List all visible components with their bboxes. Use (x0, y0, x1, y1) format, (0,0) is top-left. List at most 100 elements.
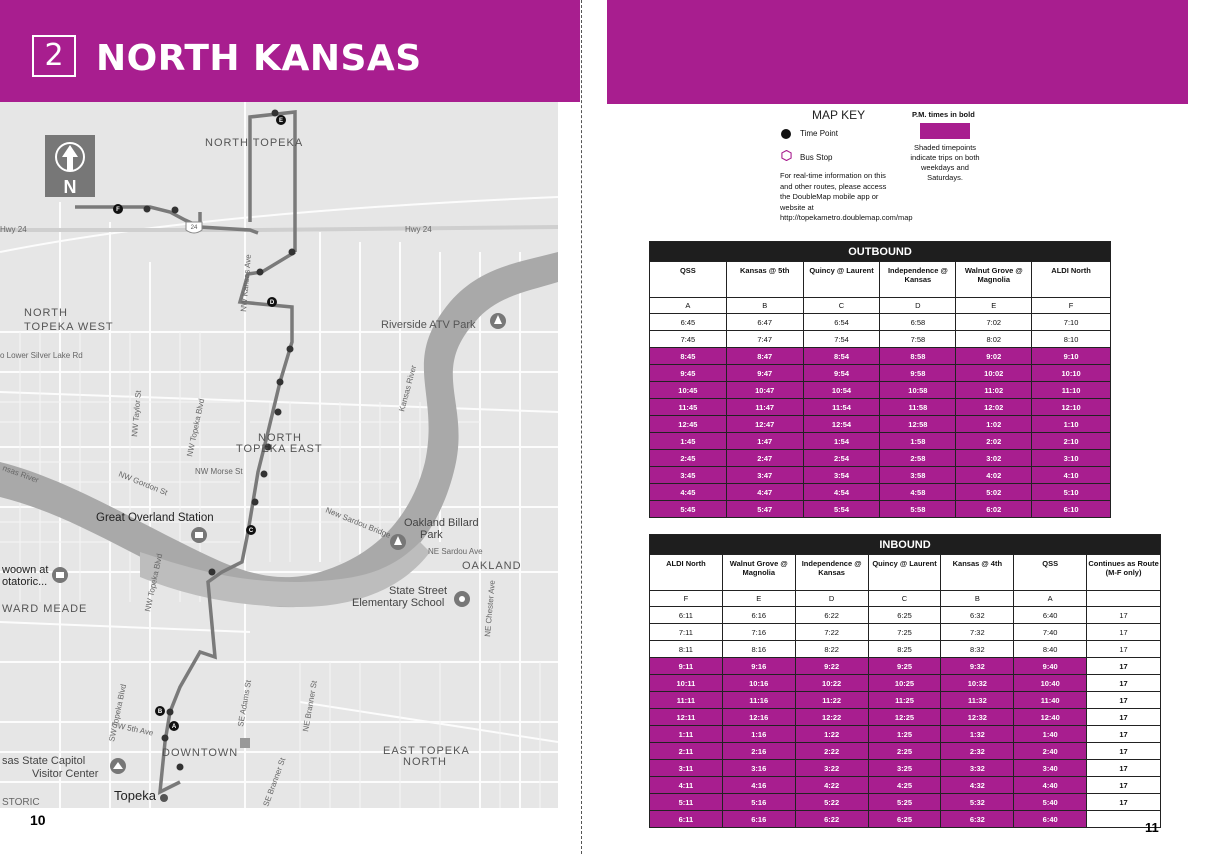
label-hwy24-right: Hwy 24 (405, 225, 432, 234)
north-label: N (64, 177, 77, 197)
inbound-header-6: Continues as Route (M-F only) (1086, 554, 1161, 591)
inbound-cell: 4:11 (649, 776, 723, 794)
inbound-cell: 10:25 (867, 674, 942, 692)
outbound-cell: 8:02 (955, 330, 1033, 348)
label-state-street-2: Elementary School (352, 597, 444, 609)
park-pin-icon (490, 313, 506, 329)
left-page: 2 NORTH KANSAS (0, 0, 580, 854)
inbound-cell: 5:32 (940, 793, 1015, 811)
outbound-cell: 1:58 (879, 432, 957, 450)
route-line (75, 110, 297, 795)
outbound-cell: 5:54 (802, 500, 881, 518)
inbound-cell: 7:32 (940, 623, 1015, 641)
route-banner: 2 NORTH KANSAS (0, 0, 580, 102)
outbound-cell: 3:58 (879, 466, 957, 484)
table-row: 7:11 7:16 7:22 7:25 7:32 7:40 17 (649, 623, 1161, 641)
outbound-letter-3: D (879, 297, 957, 314)
outbound-cell: 4:02 (955, 466, 1033, 484)
outbound-cell: 2:45 (649, 449, 727, 467)
outbound-cell: 10:47 (725, 381, 804, 399)
outbound-cell: 1:54 (802, 432, 881, 450)
inbound-cell: 1:22 (794, 725, 869, 743)
outbound-cell: 12:47 (725, 415, 804, 433)
inbound-cell: 6:22 (794, 606, 869, 624)
outbound-cell: 5:02 (955, 483, 1033, 501)
inbound-cell: 6:22 (794, 810, 869, 828)
table-row: 2:11 2:16 2:22 2:25 2:32 2:40 17 (649, 742, 1161, 760)
table-row: 9:45 9:47 9:54 9:58 10:02 10:10 (649, 364, 1111, 382)
hwy-shield-number: 24 (191, 225, 198, 231)
outbound-cell: 4:45 (649, 483, 727, 501)
label-north-topeka-east-2: TOPEKA EAST (236, 443, 323, 455)
table-row: 1:45 1:47 1:54 1:58 2:02 2:10 (649, 432, 1111, 450)
outbound-header-0: QSS (649, 261, 727, 298)
outbound-cell: 5:45 (649, 500, 727, 518)
table-row: 8:45 8:47 8:54 8:58 9:02 9:10 (649, 347, 1111, 365)
inbound-cell: 12:22 (794, 708, 869, 726)
label-taylor: NW Taylor St (130, 389, 143, 437)
outbound-cell: 9:10 (1031, 347, 1111, 365)
outbound-cell: 10:58 (879, 381, 957, 399)
inbound-cell: 11:32 (940, 691, 1015, 709)
outbound-cell: 6:47 (725, 313, 804, 331)
outbound-cell: 4:58 (879, 483, 957, 501)
outbound-letter-5: F (1031, 297, 1111, 314)
inbound-cell: 17 (1086, 725, 1161, 743)
label-otatoric: otatoric... (2, 576, 47, 588)
label-woown: woown at (1, 564, 48, 576)
outbound-schedule-table: OUTBOUND QSS Kansas @ 5th Quincy @ Laurent… (649, 241, 1111, 518)
inbound-cell (1086, 810, 1161, 828)
table-row: 3:11 3:16 3:22 3:25 3:32 3:40 17 (649, 759, 1161, 777)
outbound-cell: 3:54 (802, 466, 881, 484)
outbound-cell: 12:45 (649, 415, 727, 433)
inbound-letter-4: B (940, 590, 1015, 607)
inbound-cell: 5:16 (721, 793, 796, 811)
outbound-cell: 4:54 (802, 483, 881, 501)
inbound-cell: 6:40 (1013, 810, 1088, 828)
inbound-cell: 1:11 (649, 725, 723, 743)
inbound-cell: 2:11 (649, 742, 723, 760)
time-point-icon (781, 129, 791, 139)
outbound-cell: 2:58 (879, 449, 957, 467)
inbound-letter-0: F (649, 590, 723, 607)
outbound-cell: 6:45 (649, 313, 727, 331)
label-state-street-1: State Street (389, 585, 447, 597)
outbound-cell: 8:47 (725, 347, 804, 365)
outbound-cell: 10:45 (649, 381, 727, 399)
outbound-cell: 4:10 (1031, 466, 1111, 484)
inbound-cell: 8:32 (940, 640, 1015, 658)
label-storic: STORIC (2, 797, 40, 808)
outbound-cell: 5:10 (1031, 483, 1111, 501)
inbound-cell: 1:16 (721, 725, 796, 743)
inbound-header-3: Quincy @ Laurent (867, 554, 942, 591)
inbound-cell: 2:32 (940, 742, 1015, 760)
outbound-cell: 5:58 (879, 500, 957, 518)
inbound-cell: 7:25 (867, 623, 942, 641)
route-map[interactable]: E F D C B A N NORTH TOPEKA NORTH TOPEKA … (0, 102, 558, 808)
pm-times-note: Shaded timepoints indicate trips on both… (910, 143, 980, 182)
table-row: 4:11 4:16 4:22 4:25 4:32 4:40 17 (649, 776, 1161, 794)
outbound-cell: 10:02 (955, 364, 1033, 382)
inbound-cell: 6:11 (649, 606, 723, 624)
outbound-cell: 9:45 (649, 364, 727, 382)
outbound-cell: 11:02 (955, 381, 1033, 399)
inbound-cell: 8:25 (867, 640, 942, 658)
right-banner (607, 0, 1188, 104)
inbound-cell: 17 (1086, 793, 1161, 811)
outbound-cell: 6:02 (955, 500, 1033, 518)
outbound-cell: 6:10 (1031, 500, 1111, 518)
inbound-cell: 17 (1086, 759, 1161, 777)
label-north-topeka-east-1: NORTH (258, 432, 302, 444)
table-row: 11:45 11:47 11:54 11:58 12:02 12:10 (649, 398, 1111, 416)
inbound-cell: 12:11 (649, 708, 723, 726)
inbound-cell: 6:25 (867, 606, 942, 624)
inbound-header-2: Independence @ Kansas (794, 554, 869, 591)
poi-markers (52, 313, 506, 802)
outbound-cell: 6:54 (802, 313, 881, 331)
outbound-cell: 12:54 (802, 415, 881, 433)
inbound-cell: 9:25 (867, 657, 942, 675)
outbound-cell: 12:10 (1031, 398, 1111, 416)
inbound-schedule-table: INBOUND ALDI North Walnut Grove @ Magnoli… (649, 534, 1161, 828)
outbound-letter-2: C (802, 297, 881, 314)
